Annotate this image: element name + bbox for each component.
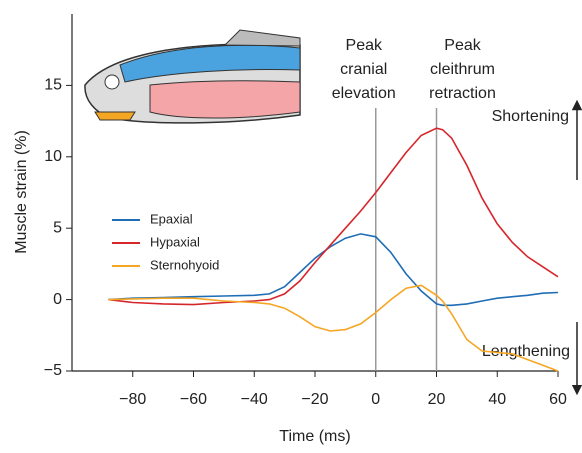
fish-illustration xyxy=(84,29,301,124)
event-label: cranial xyxy=(340,61,387,78)
x-tick-label: −60 xyxy=(180,391,207,408)
x-tick-label: 20 xyxy=(428,391,446,408)
event-label: cleithrum xyxy=(430,61,495,78)
x-axis-title: Time (ms) xyxy=(279,428,350,445)
series-line xyxy=(108,233,559,307)
y-axis-title: Muscle strain (%) xyxy=(13,130,30,254)
event-label: Peak xyxy=(346,37,383,54)
x-tick-label: −40 xyxy=(241,391,268,408)
event-label: elevation xyxy=(332,85,396,102)
legend-label: Epaxial xyxy=(150,211,193,226)
x-tick-label: 0 xyxy=(371,391,380,408)
y-tick-label: 10 xyxy=(44,148,62,165)
event-label: retraction xyxy=(429,85,496,102)
event-label: Peak xyxy=(444,37,481,54)
legend-label: Hypaxial xyxy=(150,234,200,249)
y-tick-label: −5 xyxy=(44,362,62,379)
legend-label: Sternohyoid xyxy=(150,257,219,272)
x-tick-label: −20 xyxy=(301,391,328,408)
y-tick-label: 0 xyxy=(53,291,62,308)
x-tick-label: 40 xyxy=(488,391,506,408)
series-line xyxy=(108,284,559,372)
x-tick-label: −80 xyxy=(119,391,146,408)
lengthening-label: Lengthening xyxy=(482,343,570,360)
shortening-label: Shortening xyxy=(492,108,569,125)
x-tick-label: 60 xyxy=(549,391,567,408)
y-tick-label: 5 xyxy=(53,219,62,236)
y-tick-label: 15 xyxy=(44,77,62,94)
